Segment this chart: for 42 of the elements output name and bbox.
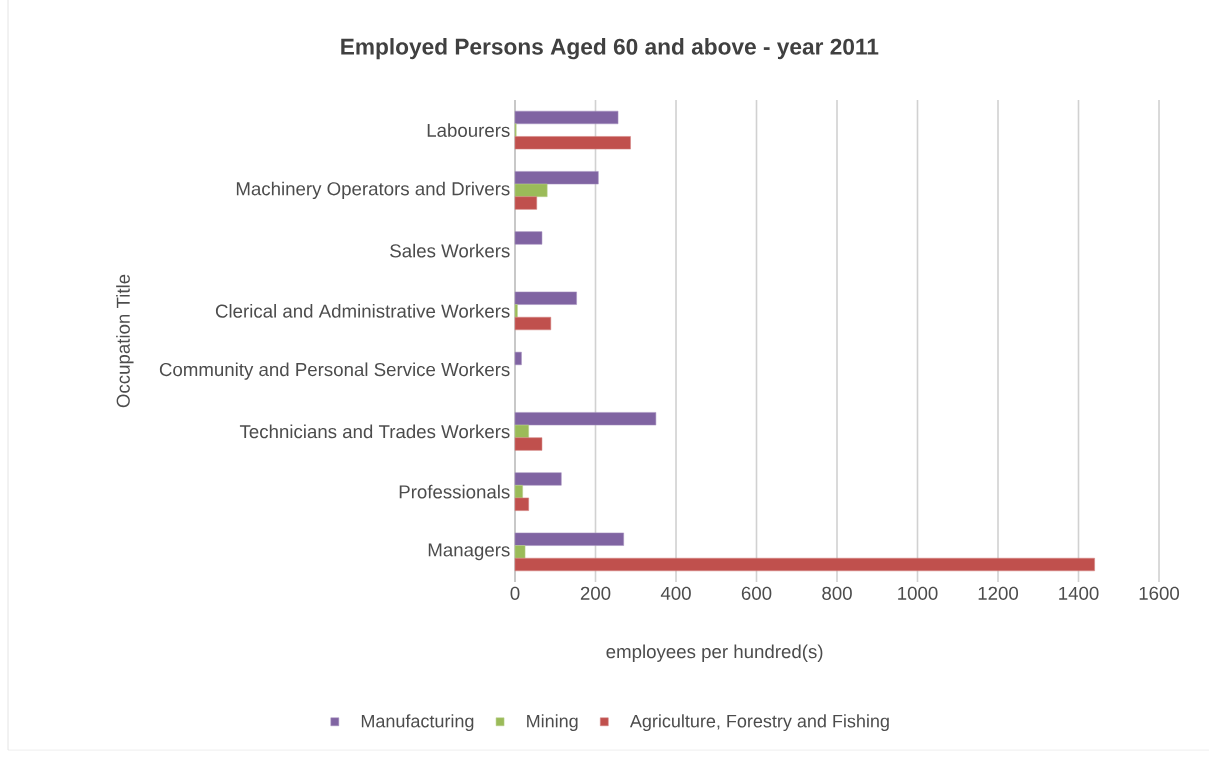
legend-label: Mining <box>527 714 578 732</box>
bar <box>514 110 619 125</box>
x-tick-label: 1400 <box>1059 586 1099 600</box>
bar <box>514 196 538 210</box>
bar <box>514 316 552 331</box>
bar <box>514 291 577 305</box>
x-tick-label: 1600 <box>1139 586 1180 600</box>
bar <box>514 437 543 451</box>
x-tick-label: 600 <box>741 586 772 600</box>
y-tick-label: Professionals <box>399 484 510 499</box>
x-tick-label: 0 <box>510 586 520 600</box>
x-tick-label: 1200 <box>978 586 1019 600</box>
x-tick-label: 800 <box>822 586 852 600</box>
x-tick-label: 1000 <box>898 586 938 600</box>
x-tick-label: 200 <box>580 586 611 600</box>
y-axis-title: Occupation Title <box>116 274 134 408</box>
y-tick-label: Managers <box>428 543 510 561</box>
bar <box>514 183 548 197</box>
y-tick-label: Community and Personal Service Workers <box>159 362 510 380</box>
legend-label: Manufacturing <box>361 714 474 732</box>
bar <box>514 231 543 245</box>
y-tick-label: Technicians and Trades Workers <box>239 424 510 439</box>
chart-title: Employed Persons Aged 60 and above - year 2011 <box>341 38 879 60</box>
bar <box>514 497 529 511</box>
bar <box>514 136 631 150</box>
bar <box>514 412 657 426</box>
bar <box>514 351 522 366</box>
y-tick-label: Clerical and Administrative Workers <box>215 304 510 318</box>
bar <box>514 472 562 486</box>
bar <box>514 424 529 438</box>
bar <box>514 557 1095 572</box>
y-tick-label: Sales Workers <box>390 243 510 258</box>
bar <box>514 532 624 546</box>
bar <box>514 545 526 559</box>
legend-label: Agriculture, Forestry and Fishing <box>629 714 889 732</box>
y-tick-label: Machinery Operators and Drivers <box>236 181 510 200</box>
bar <box>514 171 599 185</box>
x-axis-title: employees per hundred(s) <box>606 644 823 662</box>
bar <box>514 485 523 499</box>
x-tick-label: 400 <box>660 586 691 600</box>
bar <box>514 304 518 318</box>
y-tick-label: Labourers <box>427 123 510 137</box>
